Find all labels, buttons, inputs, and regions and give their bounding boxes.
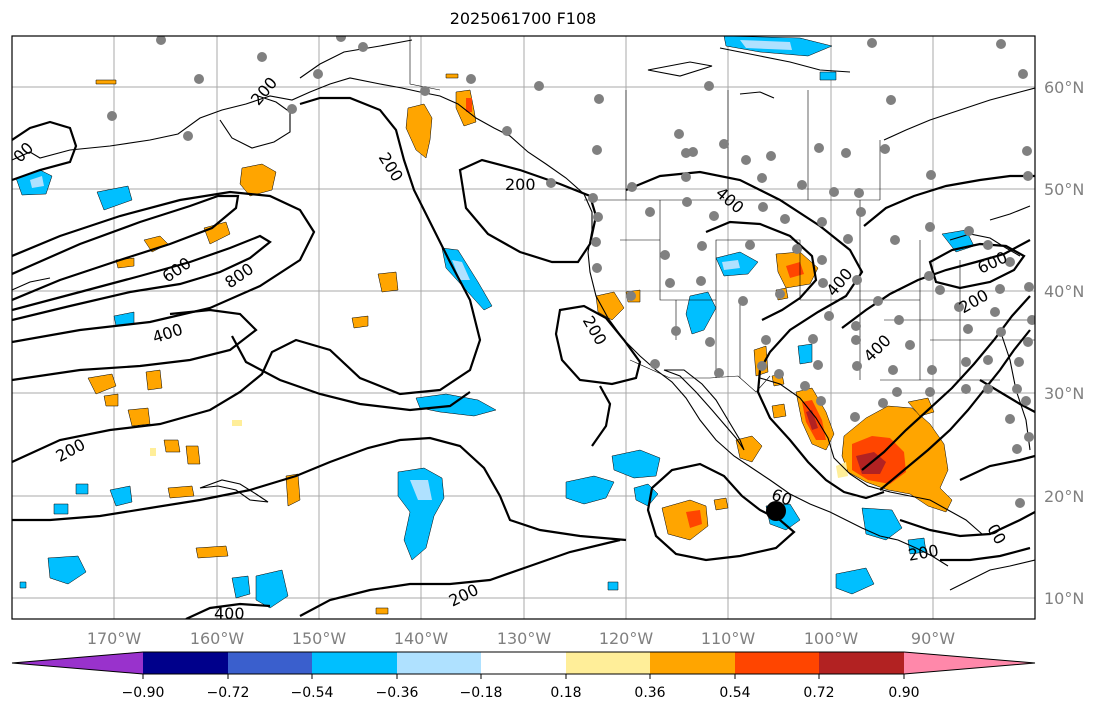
colorbar-extend-max	[904, 652, 1035, 674]
colorbar-tick-label: 0.36	[634, 685, 665, 701]
contour-label: 400	[214, 604, 245, 623]
contour-label: 200	[505, 175, 536, 194]
weak-positive-fill	[150, 420, 848, 478]
colorbar-tick-labels: −0.90 −0.72 −0.54 −0.36 −0.18 0.18 0.36 …	[122, 685, 920, 701]
lon-label: 130°W	[497, 629, 552, 648]
storm-center-marker	[766, 501, 786, 521]
contour-label: 200	[907, 541, 940, 565]
longitude-labels: 170°W 160°W 150°W 140°W 130°W 120°W 110°…	[87, 629, 955, 648]
lon-label: 150°W	[292, 629, 347, 648]
colorbar-segment	[228, 652, 312, 674]
colorbar-tick-label: −0.72	[207, 685, 250, 701]
colorbar-tick-label: 0.72	[803, 685, 834, 701]
contour-label: 00	[983, 521, 1010, 548]
contour-label: 200	[247, 73, 281, 109]
lat-label: 40°N	[1044, 282, 1084, 301]
colorbar-tick-label: −0.18	[460, 685, 503, 701]
colorbar-segment	[566, 652, 650, 674]
contour-label: 400	[860, 331, 895, 366]
colorbar-extend-min	[12, 652, 143, 674]
contour-label: 200	[956, 285, 992, 317]
positive-anomaly-fill	[87, 73, 953, 615]
lon-label: 170°W	[87, 629, 142, 648]
colorbar-segment	[481, 652, 566, 674]
lat-label: 60°N	[1044, 78, 1084, 97]
negative-anomaly-fill	[15, 36, 975, 609]
contour-label: 200	[53, 435, 89, 466]
lat-label: 20°N	[1044, 487, 1084, 506]
colorbar-segment	[312, 652, 397, 674]
colorbar-tick-label: 0.54	[719, 685, 750, 701]
colorbar-tick-label: −0.90	[122, 685, 165, 701]
latitude-labels: 60°N 50°N 40°N 30°N 20°N 10°N	[1044, 78, 1084, 608]
lon-label: 160°W	[190, 629, 245, 648]
colorbar-segment	[397, 652, 481, 674]
colorbar	[11, 651, 1036, 679]
colorbar-tick-label: 0.18	[550, 685, 581, 701]
contour-label: 400	[822, 264, 856, 300]
lon-label: 90°W	[911, 629, 955, 648]
map-title: 2025061700 F108	[449, 9, 597, 28]
map-frame	[11, 35, 1036, 620]
colorbar-segment	[819, 652, 904, 674]
contour-label: 00	[9, 138, 37, 166]
station-markers	[107, 36, 1035, 508]
colorbar-tick-label: 0.90	[888, 685, 919, 701]
lon-label: 100°W	[804, 629, 859, 648]
contour-label: 400	[150, 320, 185, 348]
lon-label: 140°W	[394, 629, 449, 648]
lat-label: 50°N	[1044, 180, 1084, 199]
contour-label: 400	[712, 183, 748, 217]
lat-label: 10°N	[1044, 589, 1084, 608]
lon-label: 110°W	[701, 629, 756, 648]
lat-label: 30°N	[1044, 384, 1084, 403]
colorbar-segment	[735, 652, 819, 674]
lon-label: 120°W	[599, 629, 654, 648]
weak-negative-fill	[30, 40, 792, 500]
political-borders	[409, 36, 1035, 393]
colorbar-tick-label: −0.54	[291, 685, 334, 701]
map-area: 200 200 200 200 200 200 200 200 400 400 …	[9, 36, 1035, 623]
contour-label: 800	[221, 259, 257, 292]
colorbar-segment	[143, 652, 228, 674]
colorbar-tick-label: −0.36	[376, 685, 419, 701]
contour-lines	[12, 96, 1035, 619]
colorbar-segment	[650, 652, 735, 674]
contour-label: 600	[975, 248, 1011, 278]
